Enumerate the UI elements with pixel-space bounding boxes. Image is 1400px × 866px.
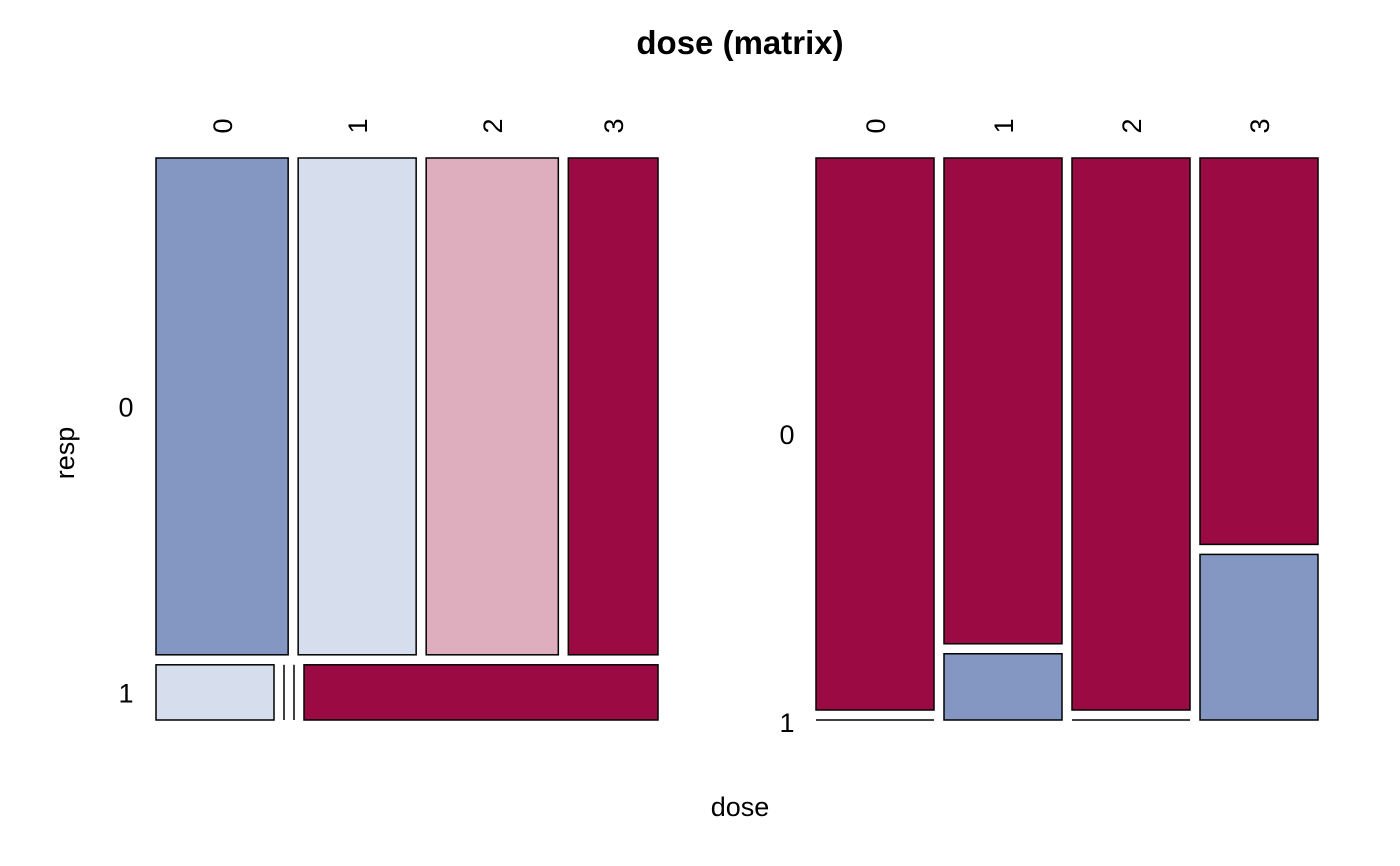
chart-title: dose (matrix) (636, 24, 843, 61)
tile-dose-0-resp-0 (155, 157, 289, 656)
y-axis-label: resp (50, 427, 80, 480)
x-tick-label-dose-2: 2 (1117, 118, 1147, 133)
x-axis-label: dose (711, 792, 770, 822)
x-tick-label-dose-0: 0 (861, 118, 891, 133)
tile-dose-3-resp-0 (1199, 157, 1319, 546)
y-tick-label-resp-1: 1 (118, 678, 133, 708)
right-panel: 0 1 2 3 0 1 (779, 118, 1319, 738)
tile-dose-3-resp-0 (567, 157, 659, 656)
x-tick-label-dose-2: 2 (478, 118, 508, 133)
tile-dose-3-resp-1 (1199, 553, 1319, 721)
y-tick-label-resp-0: 0 (118, 392, 133, 422)
tile-dose-1-resp-1 (943, 653, 1063, 721)
x-tick-label-dose-3: 3 (599, 118, 629, 133)
tile-dose-1-resp-0 (943, 157, 1063, 645)
left-panel: 0 1 0 1 2 3 (118, 118, 659, 721)
tile-dose-3-resp-1 (303, 664, 659, 721)
y-tick-label-resp-1: 1 (779, 708, 794, 738)
tile-dose-0-resp-1 (155, 664, 275, 721)
tile-dose-2-resp-0 (425, 157, 560, 656)
x-tick-label-dose-0: 0 (208, 118, 238, 133)
x-tick-label-dose-3: 3 (1245, 118, 1275, 133)
tile-dose-0-resp-0 (815, 157, 935, 711)
x-tick-label-dose-1: 1 (343, 118, 373, 133)
tile-dose-1-resp-0 (297, 157, 417, 656)
tile-dose-2-resp-0 (1071, 157, 1191, 711)
x-tick-label-dose-1: 1 (989, 118, 1019, 133)
y-tick-label-resp-0: 0 (779, 420, 794, 450)
